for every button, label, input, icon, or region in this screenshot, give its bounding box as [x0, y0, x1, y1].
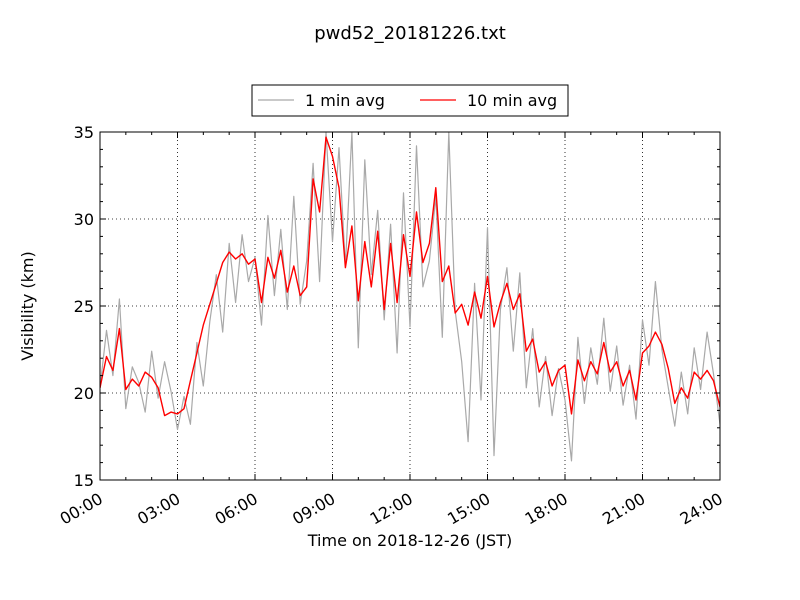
- x-tick-label: 03:00: [134, 489, 183, 529]
- y-axis-label: Visibility (km): [18, 251, 37, 360]
- legend-box: [251, 84, 569, 117]
- legend-label-10min: 10 min avg: [467, 91, 557, 110]
- x-tick-label: 06:00: [212, 489, 261, 529]
- series-line-1-min-avg: [100, 132, 720, 462]
- x-tick-label: 24:00: [677, 489, 726, 529]
- y-tick-label: 20: [74, 384, 94, 403]
- axis-ticks: 00:00 03:00 06:00 09:00 12:00 15:00 18:00 21:00…: [57, 123, 726, 529]
- x-tick-label: 18:00: [522, 489, 571, 529]
- x-tick-label: 15:00: [444, 489, 493, 529]
- legend: 1 min avg 10 min avg: [251, 84, 569, 117]
- chart-title: pwd52_20181226.txt: [314, 23, 506, 44]
- x-tick-label: 12:00: [367, 489, 416, 529]
- y-tick-label: 30: [74, 210, 94, 229]
- x-tick-label: 21:00: [599, 489, 648, 529]
- y-tick-label: 25: [74, 297, 94, 316]
- series-line-10-min-avg: [100, 136, 720, 417]
- y-tick-label: 15: [74, 471, 94, 490]
- grid-lines: [100, 132, 720, 480]
- legend-label-1min: 1 min avg: [305, 91, 385, 110]
- series-layer: [100, 132, 720, 462]
- y-tick-label: 35: [74, 123, 94, 142]
- x-axis-label: Time on 2018-12-26 (JST): [307, 531, 512, 550]
- x-tick-label: 09:00: [289, 489, 338, 529]
- x-tick-label: 00:00: [57, 489, 106, 529]
